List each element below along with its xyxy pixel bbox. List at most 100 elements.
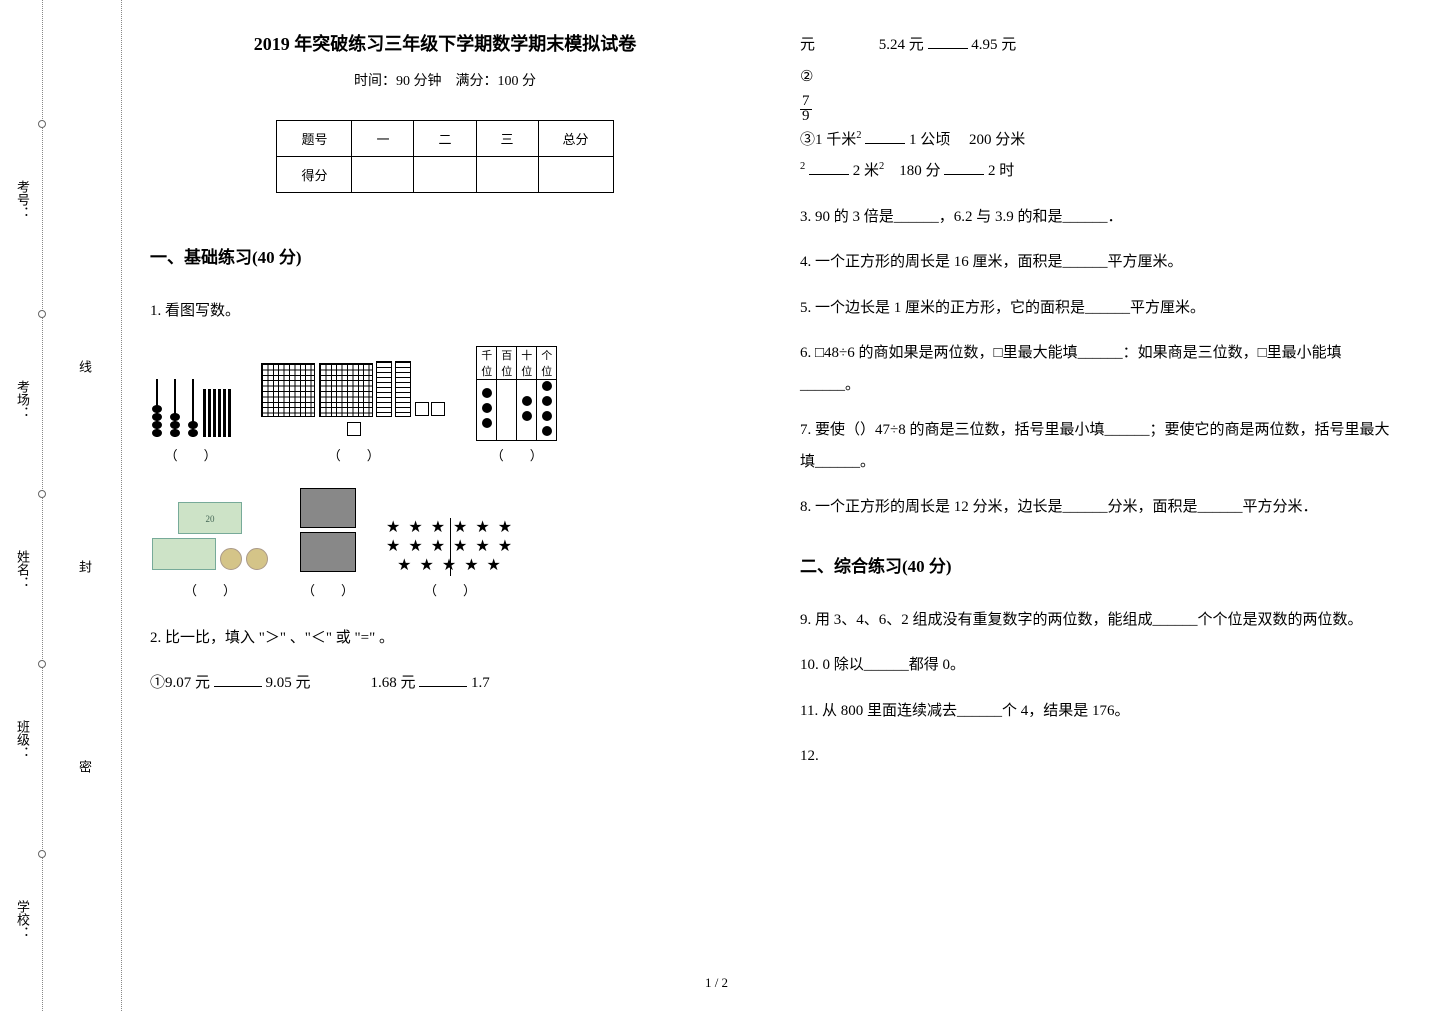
- label-school: 学校：: [13, 900, 32, 939]
- score-h4: 总分: [538, 121, 613, 157]
- score-cell: [538, 157, 613, 193]
- score-r2: 得分: [277, 157, 352, 193]
- frac-den: 9: [800, 108, 812, 124]
- sticks-icon: [203, 379, 231, 437]
- ruler-icon: [395, 361, 411, 417]
- fig-placechart: 千位 百位 十位 个位 （ ）: [476, 346, 557, 464]
- blank: [928, 34, 968, 49]
- label-room: 考场：: [13, 380, 32, 419]
- q2-l3c: 200 分米: [969, 132, 1025, 148]
- sup-2: 2: [856, 130, 861, 141]
- blank: [809, 160, 849, 175]
- frac-num: 7: [800, 93, 812, 110]
- question-7: 7. 要使（）47÷8 的商是三位数，括号里最小填______；要使它的商是两位…: [800, 415, 1390, 478]
- label-name: 姓名：: [13, 550, 32, 589]
- time-text: 时间：90 分钟: [354, 74, 442, 89]
- paren: （ ）: [150, 445, 231, 464]
- fraction-7-9: 7 9: [800, 94, 812, 124]
- question-8: 8. 一个正方形的周长是 12 分米，边长是______分米，面积是______…: [800, 492, 1390, 524]
- place-label: 十位: [517, 346, 537, 379]
- fig-stars: ★ ★ ★ ★ ★ ★ ★ ★ ★ ★ ★ ★ ★ ★ ★ ★ ★ （ ）: [386, 518, 514, 599]
- seal-text-2: 封: [75, 560, 94, 591]
- label-class: 班级：: [13, 720, 32, 759]
- figure-row-1: （ ） （ ） 千位 百位 十位 个位: [150, 346, 740, 464]
- q2-1d: 1.7: [471, 675, 490, 691]
- banknote-icon: 20: [178, 502, 242, 534]
- question-11: 11. 从 800 里面连续减去______个 4，结果是 176。: [800, 696, 1390, 728]
- q2-l4c: 2 时: [988, 163, 1014, 179]
- blank: [214, 672, 262, 687]
- question-3: 3. 90 的 3 倍是______，6.2 与 3.9 的和是______．: [800, 202, 1390, 234]
- shaded-block-icon: [300, 488, 356, 528]
- score-cell: [476, 157, 538, 193]
- q2-circ2: ②: [800, 69, 813, 85]
- place-value-chart: 千位 百位 十位 个位: [476, 346, 557, 441]
- score-h3: 三: [476, 121, 538, 157]
- score-cell: [352, 157, 414, 193]
- right-column: 元 5.24 元 4.95 元 ② 7 9 ③1 千米2 1 公顷 200 分米…: [800, 30, 1390, 787]
- fig-money: 20 （ ）: [150, 500, 270, 599]
- coin-icon: [246, 548, 268, 570]
- q2-l4b: 180 分: [899, 163, 940, 179]
- section-2-head: 二、综合练习(40 分): [800, 552, 1390, 577]
- paren: （ ）: [386, 580, 514, 599]
- q2-top-b: 5.24 元: [879, 37, 924, 53]
- question-10: 10. 0 除以______都得 0。: [800, 650, 1390, 682]
- score-table: 题号 一 二 三 总分 得分: [276, 120, 613, 193]
- q2-1a: ①9.07 元: [150, 675, 210, 691]
- seal-text-1: 密: [75, 760, 94, 791]
- question-4: 4. 一个正方形的周长是 16 厘米，面积是______平方厘米。: [800, 247, 1390, 279]
- question-12: 12.: [800, 741, 1390, 773]
- fig-abacus: （ ）: [150, 379, 231, 464]
- question-2-line1: ①9.07 元 9.05 元 1.68 元 1.7: [150, 668, 740, 700]
- left-column: 2019 年突破练习三年级下学期数学期末模拟试卷 时间：90 分钟 满分：100…: [150, 30, 740, 787]
- score-h1: 一: [352, 121, 414, 157]
- question-2: 2. 比一比，填入 "＞" 、"＜" 或 "=" 。: [150, 623, 740, 655]
- q2-1c: 1.68 元: [371, 675, 416, 691]
- page-number: 1 / 2: [705, 975, 728, 991]
- score-h2: 二: [414, 121, 476, 157]
- question-5: 5. 一个边长是 1 厘米的正方形，它的面积是______平方厘米。: [800, 293, 1390, 325]
- binding-circle: [38, 850, 46, 858]
- q2-top-c: 4.95 元: [971, 37, 1016, 53]
- coin-icon: [220, 548, 242, 570]
- place-label: 百位: [497, 346, 517, 379]
- section-1-head: 一、基础练习(40 分): [150, 243, 740, 268]
- question-6: 6. □48÷6 的商如果是两位数，□里最大能填______：如果商是三位数，□…: [800, 338, 1390, 401]
- place-label: 千位: [477, 346, 497, 379]
- grid-part-icon: [319, 363, 373, 417]
- fig-shaded: （ ）: [300, 488, 356, 599]
- shaded-block-icon: [300, 532, 356, 572]
- sup-2: 2: [879, 161, 884, 172]
- paren: （ ）: [261, 445, 446, 464]
- question-1: 1. 看图写数。: [150, 296, 740, 328]
- binding-circle: [38, 660, 46, 668]
- q2-top-a: 元: [800, 37, 815, 53]
- seal-text-3: 线: [75, 360, 94, 391]
- label-exam-no: 考号：: [13, 180, 32, 219]
- question-2-cont: 元 5.24 元 4.95 元 ② 7 9 ③1 千米2 1 公顷 200 分米…: [800, 30, 1390, 188]
- q2-l3a: ③1 千米: [800, 132, 856, 148]
- sup-2: 2: [800, 161, 805, 172]
- banknote-icon: [152, 538, 216, 570]
- blank: [944, 160, 984, 175]
- figure-row-2: 20 （ ） （ ） ★ ★ ★ ★ ★ ★ ★ ★ ★ ★ ★ ★ ★ ★ ★…: [150, 488, 740, 599]
- score-h0: 题号: [277, 121, 352, 157]
- fullmark-text: 满分：100 分: [456, 74, 537, 89]
- grid-square-icon: [261, 363, 315, 417]
- place-label: 个位: [537, 346, 557, 379]
- blank: [865, 129, 905, 144]
- ruler-icon: [376, 361, 392, 417]
- paren: （ ）: [300, 580, 356, 599]
- blank: [419, 672, 467, 687]
- exam-subtitle: 时间：90 分钟 满分：100 分: [150, 70, 740, 90]
- score-cell: [414, 157, 476, 193]
- q2-l4a: 2 米: [853, 163, 879, 179]
- exam-title: 2019 年突破练习三年级下学期数学期末模拟试卷: [150, 30, 740, 56]
- binding-circle: [38, 120, 46, 128]
- abacus-icon: [150, 379, 200, 437]
- paren: （ ）: [476, 445, 557, 464]
- binding-circle: [38, 490, 46, 498]
- q2-l3b: 1 公顷: [909, 132, 950, 148]
- question-9: 9. 用 3、4、6、2 组成没有重复数字的两位数，能组成______个个位是双…: [800, 605, 1390, 637]
